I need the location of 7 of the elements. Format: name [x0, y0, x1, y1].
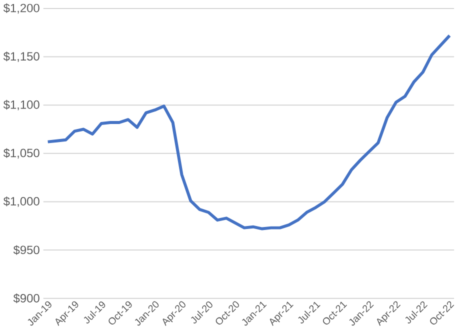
y-tick-label: $1,100 [3, 100, 40, 110]
y-tick-label: $950 [13, 245, 40, 255]
y-tick-label: $1,200 [3, 3, 40, 14]
y-tick-label: $1,050 [3, 148, 40, 159]
y-tick-label: $900 [13, 294, 40, 304]
y-tick-label: $1,150 [3, 52, 40, 62]
y-tick-label: $1,000 [3, 196, 40, 207]
